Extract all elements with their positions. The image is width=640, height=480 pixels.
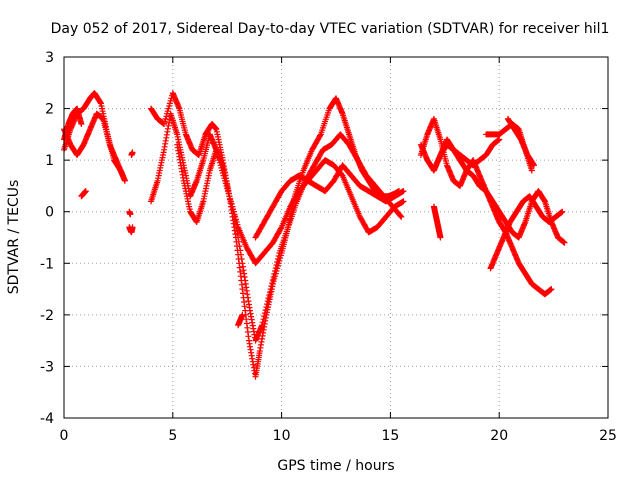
series-track-P (504, 115, 537, 169)
series-track-E (128, 149, 136, 158)
series-markers (235, 311, 246, 329)
x-axis-label: GPS time / hours (277, 458, 394, 474)
series-markers (430, 136, 503, 174)
x-tick-labels: 0 5 10 15 20 25 (60, 428, 617, 444)
series-track-M (430, 136, 503, 174)
y-tick-label: 1 (45, 153, 54, 169)
series-track-R (235, 311, 246, 329)
series-markers (128, 149, 136, 158)
y-tick-label: -3 (40, 359, 54, 375)
y-tick-label: 0 (45, 205, 54, 221)
y-tick-label: 3 (45, 50, 54, 66)
series-markers (252, 162, 407, 241)
x-tick-label: 10 (273, 428, 291, 444)
series-track-D (126, 224, 136, 236)
x-tick-label: 20 (490, 428, 508, 444)
chart-title: Day 052 of 2017, Sidereal Day-to-day VTE… (51, 21, 610, 37)
y-tick-label: -4 (40, 411, 54, 427)
series-track-F (126, 208, 134, 218)
series-markers (417, 115, 555, 298)
x-tick-label: 0 (60, 428, 69, 444)
series-track-K (417, 115, 555, 298)
series-markers (430, 203, 444, 241)
grid-lines (64, 57, 608, 418)
data-points (61, 90, 568, 380)
x-tick-label: 25 (599, 428, 617, 444)
x-tick-label: 5 (168, 428, 177, 444)
y-axis-label: SDTVAR / TECUs (6, 180, 22, 295)
series-markers (487, 193, 566, 272)
y-tick-label: -2 (40, 308, 54, 324)
series-track-J (252, 162, 407, 241)
axis-ticks (63, 56, 609, 419)
series-markers (174, 141, 407, 267)
series-markers (78, 188, 89, 200)
y-tick-label: -1 (40, 256, 54, 272)
series-track-I (174, 141, 407, 267)
plot-frame (63, 56, 609, 419)
series-track-O (487, 193, 566, 272)
series-markers (504, 115, 537, 169)
y-tick-label: 2 (45, 102, 54, 118)
series-track-S (78, 188, 89, 200)
series-markers (126, 224, 136, 236)
series-markers (126, 208, 134, 218)
x-tick-label: 15 (381, 428, 399, 444)
y-tick-labels: -4 -3 -2 -1 0 1 2 3 (40, 50, 54, 427)
series-track-Q (430, 203, 444, 241)
